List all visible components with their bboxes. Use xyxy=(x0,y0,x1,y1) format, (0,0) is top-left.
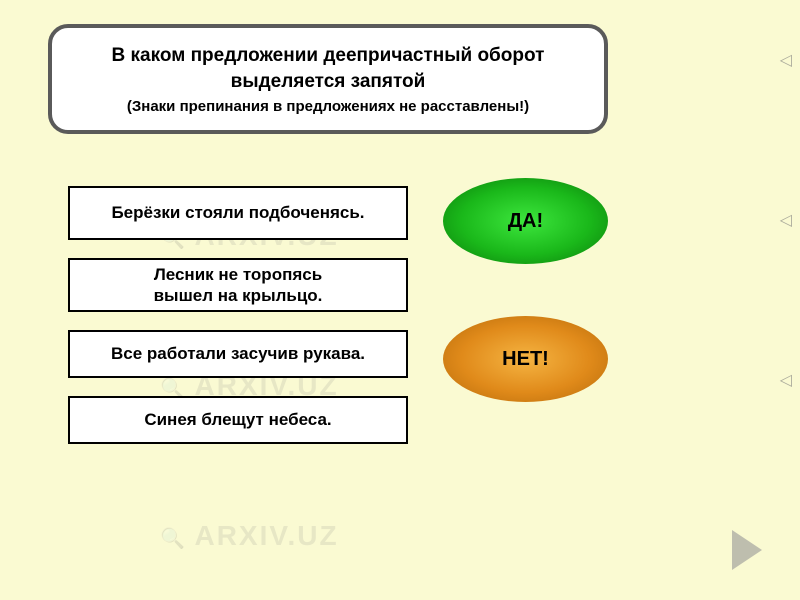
option-4[interactable]: Синея блещут небеса. xyxy=(68,396,408,444)
option-2[interactable]: Лесник не торопясь вышел на крыльцо. xyxy=(68,258,408,312)
option-2-text: Лесник не торопясь вышел на крыльцо. xyxy=(154,264,323,307)
option-1[interactable]: Берёзки стояли подбоченясь. xyxy=(68,186,408,240)
side-marker: ◁ xyxy=(780,370,792,390)
next-button[interactable] xyxy=(732,530,762,570)
feedback-yes-label: ДА! xyxy=(508,210,543,233)
question-box: В каком предложении деепричастный оборот… xyxy=(48,24,608,134)
option-1-text: Берёзки стояли подбоченясь. xyxy=(111,202,364,223)
question-subtitle: (Знаки препинания в предложениях не расс… xyxy=(127,98,529,115)
watermark: ARXIV.UZ xyxy=(160,520,339,552)
feedback-no: НЕТ! xyxy=(443,316,608,402)
question-title-line2: выделяется запятой xyxy=(231,71,426,92)
feedback-yes: ДА! xyxy=(443,178,608,264)
side-marker: ◁ xyxy=(780,50,792,70)
option-3[interactable]: Все работали засучив рукава. xyxy=(68,330,408,378)
question-title: В каком предложении деепричастный оборот… xyxy=(112,43,545,94)
side-marker: ◁ xyxy=(780,210,792,230)
option-4-text: Синея блещут небеса. xyxy=(144,409,331,430)
option-3-text: Все работали засучив рукава. xyxy=(111,343,365,364)
question-title-line1: В каком предложении деепричастный оборот xyxy=(112,45,545,66)
feedback-no-label: НЕТ! xyxy=(502,348,549,371)
